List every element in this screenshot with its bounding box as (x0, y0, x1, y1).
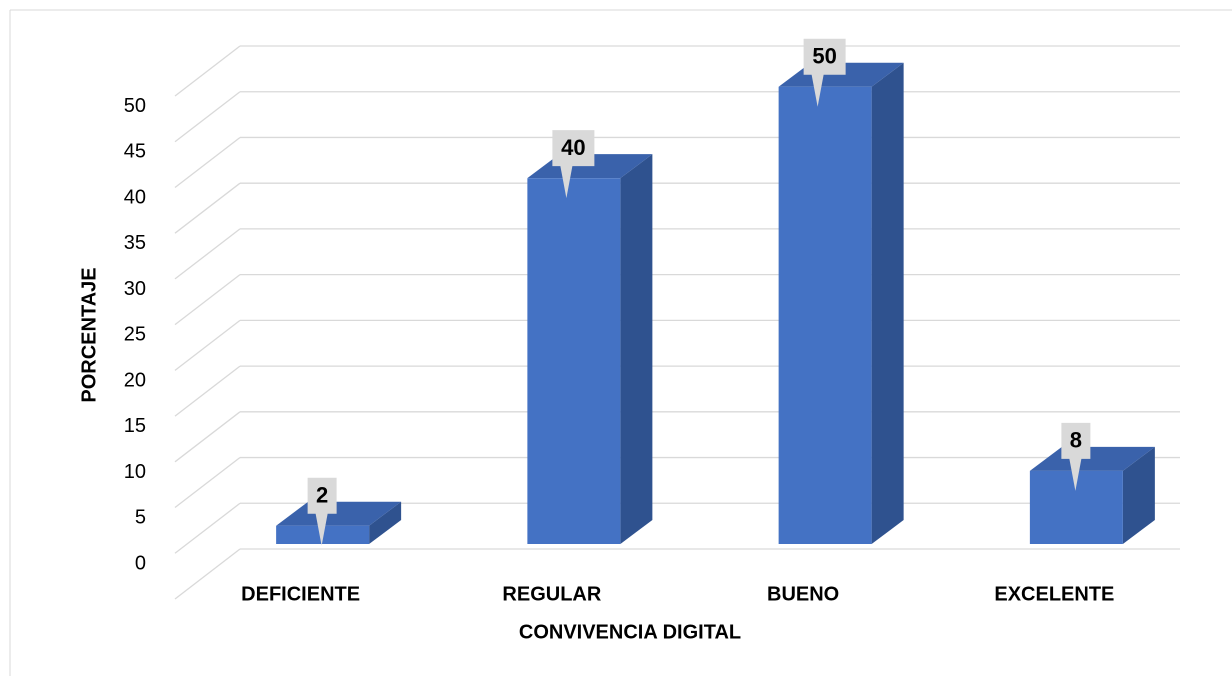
y-tick-label: 0 (135, 552, 146, 574)
bar (778, 86, 872, 545)
grid-line (174, 411, 241, 463)
y-tick-label: 5 (135, 507, 146, 529)
grid-line (174, 91, 241, 143)
y-tick-label: 40 (124, 186, 146, 208)
grid-line (174, 228, 241, 280)
bar-side (620, 154, 653, 544)
y-tick-label: 35 (124, 232, 146, 254)
x-tick-label: DEFICIENTE (241, 583, 360, 605)
bar-side (369, 501, 402, 544)
y-tick-label: 15 (124, 415, 146, 437)
grid-line (174, 274, 241, 326)
y-tick-label: 45 (124, 141, 146, 163)
y-tick-label: 30 (124, 278, 146, 300)
grid-line (174, 136, 241, 188)
bar-top (1029, 446, 1155, 471)
y-tick-label: 50 (124, 95, 146, 117)
y-tick-label: 10 (124, 461, 146, 483)
x-tick-label: REGULAR (502, 583, 601, 605)
grid-line (174, 457, 241, 509)
data-label-box (1061, 422, 1091, 491)
grid-line (174, 45, 241, 97)
y-axis-title: PORCENTAJE (78, 267, 100, 402)
bar-top (276, 501, 402, 526)
grid-line (174, 502, 241, 554)
x-tick-label: EXCELENTE (994, 583, 1114, 605)
y-tick-label: 20 (124, 369, 146, 391)
x-axis-title: CONVIVENCIA DIGITAL (519, 621, 741, 643)
data-label: 40 (561, 135, 585, 160)
grid-line (174, 319, 241, 371)
y-tick-label: 25 (124, 324, 146, 346)
bar-side (871, 62, 904, 545)
data-label-box (552, 130, 595, 199)
data-label: 8 (1070, 428, 1082, 453)
grid-line (174, 365, 241, 417)
x-tick-label: BUENO (767, 583, 839, 605)
bar-side (1122, 446, 1155, 544)
grid-line (174, 182, 241, 234)
grid-line (174, 548, 241, 600)
data-label-box (307, 477, 337, 546)
data-label: 2 (316, 483, 328, 508)
data-label: 50 (812, 44, 836, 69)
data-label-box (803, 38, 846, 107)
bar (527, 178, 621, 544)
